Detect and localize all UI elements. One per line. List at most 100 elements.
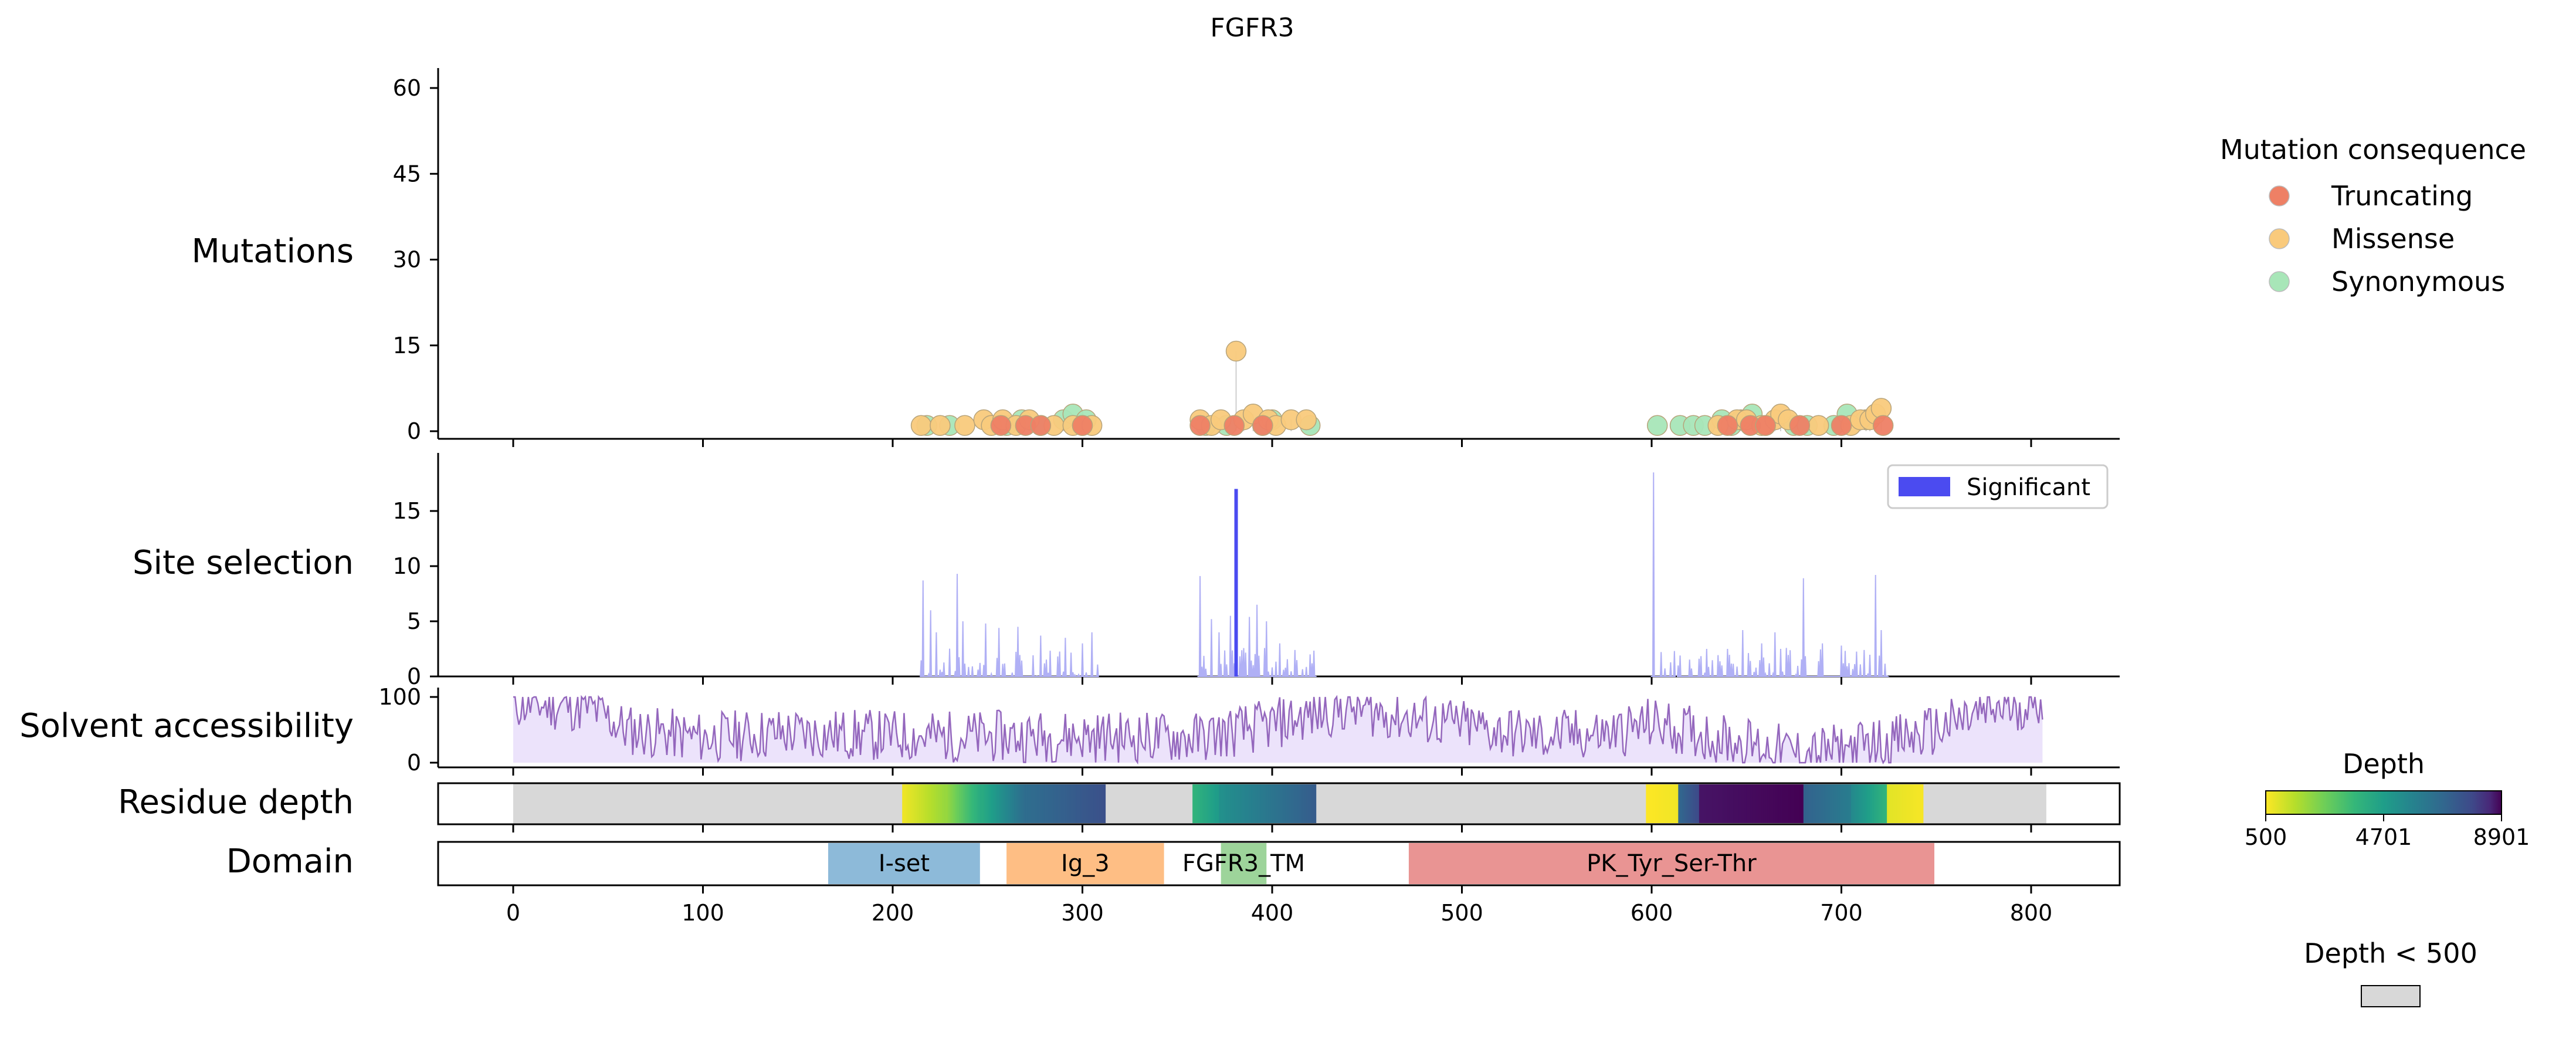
depth-cell <box>1243 784 1246 823</box>
x-tick-label: 300 <box>1061 900 1104 926</box>
depth-cell <box>1687 784 1690 823</box>
depth-cell <box>1784 784 1787 823</box>
depth-cell <box>1056 784 1059 823</box>
depth-cell <box>1665 784 1667 823</box>
depth-cell <box>1209 784 1212 823</box>
depth-cell <box>1279 784 1282 823</box>
depth-cell <box>1215 784 1218 823</box>
x-tick-label: 700 <box>1820 900 1863 926</box>
depth-cell <box>1680 784 1683 823</box>
depth-cell <box>1014 784 1017 823</box>
domain-box <box>1006 843 1164 884</box>
depth-cell <box>953 784 956 823</box>
depth-cell <box>1898 784 1901 823</box>
depth-cell <box>1866 784 1869 823</box>
depth-cell <box>1726 784 1728 823</box>
depth-cell <box>1666 784 1669 823</box>
legend-label-missense: Missense <box>2331 223 2455 255</box>
depth-cell <box>1714 784 1717 823</box>
depth-cell <box>1661 784 1664 823</box>
depth-cell <box>1092 784 1094 823</box>
depth-cell <box>938 784 941 823</box>
depth-cell <box>1778 784 1781 823</box>
depth-cell <box>1832 784 1835 823</box>
depth-cell <box>1228 784 1231 823</box>
depth-cell <box>995 784 998 823</box>
mutation-legend-title: Mutation consequence <box>2220 134 2526 165</box>
depth-cell <box>1293 784 1296 823</box>
depth-cell <box>1659 784 1662 823</box>
depth-cell <box>978 784 981 823</box>
solvent-x-ticks <box>512 767 2032 776</box>
site-selection-panel: Site selection 0 5 10 15 Significant <box>133 453 2120 689</box>
depth-cell <box>1761 784 1764 823</box>
x-tick-label: 800 <box>2010 900 2053 926</box>
depth-cell <box>1752 784 1755 823</box>
depth-cell <box>915 784 918 823</box>
depth-cell <box>1741 784 1744 823</box>
depth-cell <box>1308 784 1311 823</box>
depth-cell <box>1222 784 1225 823</box>
site-x-ticks <box>512 676 2032 685</box>
depth-cell <box>1289 784 1292 823</box>
depth-cell <box>1266 784 1269 823</box>
depth-cell <box>950 784 953 823</box>
depth-cell <box>1838 784 1841 823</box>
depth-cell <box>1758 784 1761 823</box>
colorbar-gradient <box>2265 790 2502 815</box>
depth-cell <box>1052 784 1055 823</box>
depth-cell <box>1731 784 1734 823</box>
depth-cell <box>993 784 996 823</box>
depth-cell <box>1786 784 1789 823</box>
depth-cell <box>1079 784 1082 823</box>
depth-cell <box>1771 784 1774 823</box>
depth-cell <box>1820 784 1823 823</box>
depth-cell <box>1737 784 1740 823</box>
depth-cell <box>1830 784 1833 823</box>
depth-cell <box>923 784 926 823</box>
depth-cell <box>1277 784 1280 823</box>
depth-cell <box>1646 784 1649 823</box>
colorbar-tick-marks <box>2265 814 2502 821</box>
depth-cell <box>1093 784 1096 823</box>
depth-cell <box>1701 784 1704 823</box>
depth-cell <box>917 784 920 823</box>
site-legend: Significant <box>1887 464 2109 509</box>
depth-cell <box>1818 784 1821 823</box>
depth-cell <box>1302 784 1305 823</box>
depth-cell <box>1282 784 1284 823</box>
depth-cell <box>1723 784 1726 823</box>
solvent-area <box>513 697 2043 763</box>
depth-cell <box>1795 784 1798 823</box>
depth-cell <box>1044 784 1047 823</box>
depth-cell <box>1036 784 1039 823</box>
depth-cell <box>1794 784 1797 823</box>
depth-cell <box>1811 784 1814 823</box>
depth-cell <box>957 784 960 823</box>
site-legend-label: Significant <box>1967 474 2090 501</box>
depth-cell <box>1053 784 1057 823</box>
depth-cell <box>1069 784 1072 823</box>
depth-cell <box>1890 784 1893 823</box>
depth-cell <box>1010 784 1013 823</box>
mutation-point-truncating <box>1831 415 1852 436</box>
depth-cell <box>907 784 910 823</box>
depth-cell <box>1815 784 1818 823</box>
depth-cell <box>1006 784 1009 823</box>
depth-cell <box>1845 784 1848 823</box>
depth-cell <box>1864 784 1867 823</box>
depth-cell <box>1259 784 1262 823</box>
depth-cell <box>1738 784 1741 823</box>
depth-cell <box>1004 784 1007 823</box>
depth-cell <box>1002 784 1005 823</box>
depth-cell <box>1221 784 1223 823</box>
depth-cell <box>911 784 914 823</box>
y-tick-label: 0 <box>407 750 421 776</box>
depth-cell <box>1822 784 1825 823</box>
depth-cell <box>1826 784 1829 823</box>
mutation-point-truncating <box>1717 415 1738 436</box>
depth-cell <box>1852 784 1855 823</box>
depth-cell <box>1824 784 1827 823</box>
depth-cell <box>1061 784 1064 823</box>
domain-frame <box>437 841 2121 886</box>
